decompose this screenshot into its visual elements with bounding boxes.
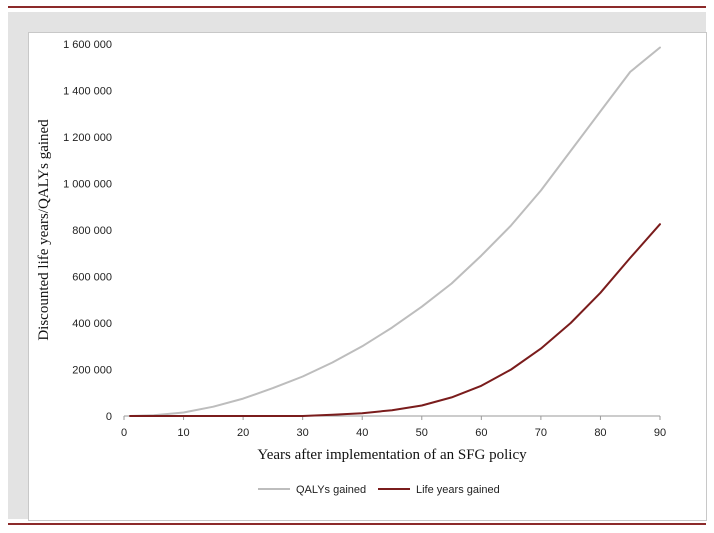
x-tick-label: 80 [594,427,606,439]
series-lines [129,46,661,417]
y-tick-label: 1 400 000 [63,86,112,98]
x-tick-label: 0 [121,427,127,439]
chart-panel [8,12,707,521]
y-tick-label: 600 000 [72,272,112,284]
x-tick-label: 30 [297,427,309,439]
axes: 0 10 20 30 40 50 60 70 80 90 0 200 000 400 000 600 00… [63,39,666,439]
y-tick-label: 1 200 000 [63,132,112,144]
x-tick-label: 60 [475,427,487,439]
legend: QALYs gained Life years gained [258,484,500,496]
series-line-qalys-gained [129,46,661,417]
x-tick-label: 40 [356,427,368,439]
top-rule [8,6,706,8]
y-tick-label: 800 000 [72,225,112,237]
x-axis-title: Years after implementation of an SFG pol… [257,447,527,463]
x-tick-label: 20 [237,427,249,439]
plot-box [28,32,707,521]
bottom-rule [8,523,706,525]
y-tick-label: 1 600 000 [63,39,112,51]
y-tick-label: 1 000 000 [63,179,112,191]
legend-label: Life years gained [416,484,500,496]
x-tick-label: 10 [177,427,189,439]
y-tick-label: 200 000 [72,365,112,377]
x-tick-label: 50 [416,427,428,439]
x-tick-label: 70 [535,427,547,439]
series-line-life-years-gained [129,223,661,417]
y-tick-label: 400 000 [72,318,112,330]
x-tick-label: 90 [654,427,666,439]
y-tick-label: 0 [106,411,112,423]
y-axis-title: Discounted life years/QALYs gained [36,119,52,341]
legend-label: QALYs gained [296,484,366,496]
